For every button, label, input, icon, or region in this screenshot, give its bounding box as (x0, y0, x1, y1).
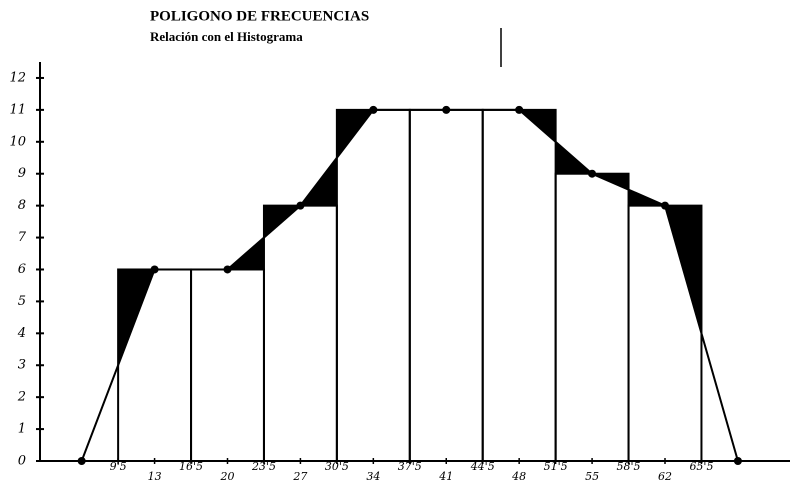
y-tick-label: 5 (18, 294, 26, 309)
x-tick-label: 62 (658, 470, 672, 482)
polygon-point (296, 201, 305, 210)
y-tick-label: 11 (9, 102, 26, 117)
x-tick-label: 34 (366, 470, 380, 482)
bar (482, 109, 556, 461)
x-tick-label: 37'5 (398, 460, 422, 473)
y-tick-label: 10 (9, 134, 26, 149)
x-tick-label: 65'5 (689, 460, 713, 473)
x-tick-label: 41 (438, 470, 453, 482)
y-tick-label: 7 (18, 230, 27, 245)
x-tick-label: 16'5 (179, 460, 203, 473)
bar (263, 205, 337, 461)
x-tick-label: 55 (585, 470, 599, 482)
x-tick-label: 30'5 (325, 460, 349, 473)
polygon-point (515, 105, 524, 114)
x-tick-label: 58'5 (617, 460, 641, 473)
x-tick-label: 20 (220, 470, 235, 482)
y-tick-label: 0 (18, 454, 26, 469)
x-tick-label: 27 (292, 470, 307, 482)
y-tick-label: 9 (18, 166, 26, 181)
polygon-point (223, 265, 232, 274)
x-tick-label: 23'5 (251, 460, 276, 473)
bar (409, 109, 483, 461)
bar (555, 173, 629, 461)
y-tick-label: 4 (17, 326, 26, 341)
x-tick-label: 51'5 (544, 460, 568, 473)
y-tick-label: 3 (18, 358, 26, 373)
frequency-polygon (80, 108, 739, 462)
y-tick-label: 2 (17, 390, 26, 405)
bar (336, 109, 410, 461)
polygon-point (588, 169, 597, 178)
x-tick-label: 9'5 (110, 460, 127, 473)
y-tick-label: 12 (9, 70, 26, 85)
y-tick-label: 8 (18, 198, 26, 213)
x-tick-label: 13 (148, 470, 162, 482)
polygon-point (150, 265, 159, 274)
bar (191, 269, 264, 461)
y-tick-label: 6 (18, 262, 26, 277)
x-tick-label: 44'5 (470, 460, 495, 473)
polygon-point (442, 105, 451, 114)
y-tick-label: 1 (18, 422, 26, 437)
x-tick-label: 48 (511, 470, 526, 482)
chart-subtitle: Relación con el Histograma (150, 29, 303, 44)
chart-title: POLIGONO DE FRECUENCIAS (150, 8, 369, 24)
polygon-point (369, 105, 378, 114)
polygon-point (661, 201, 669, 210)
